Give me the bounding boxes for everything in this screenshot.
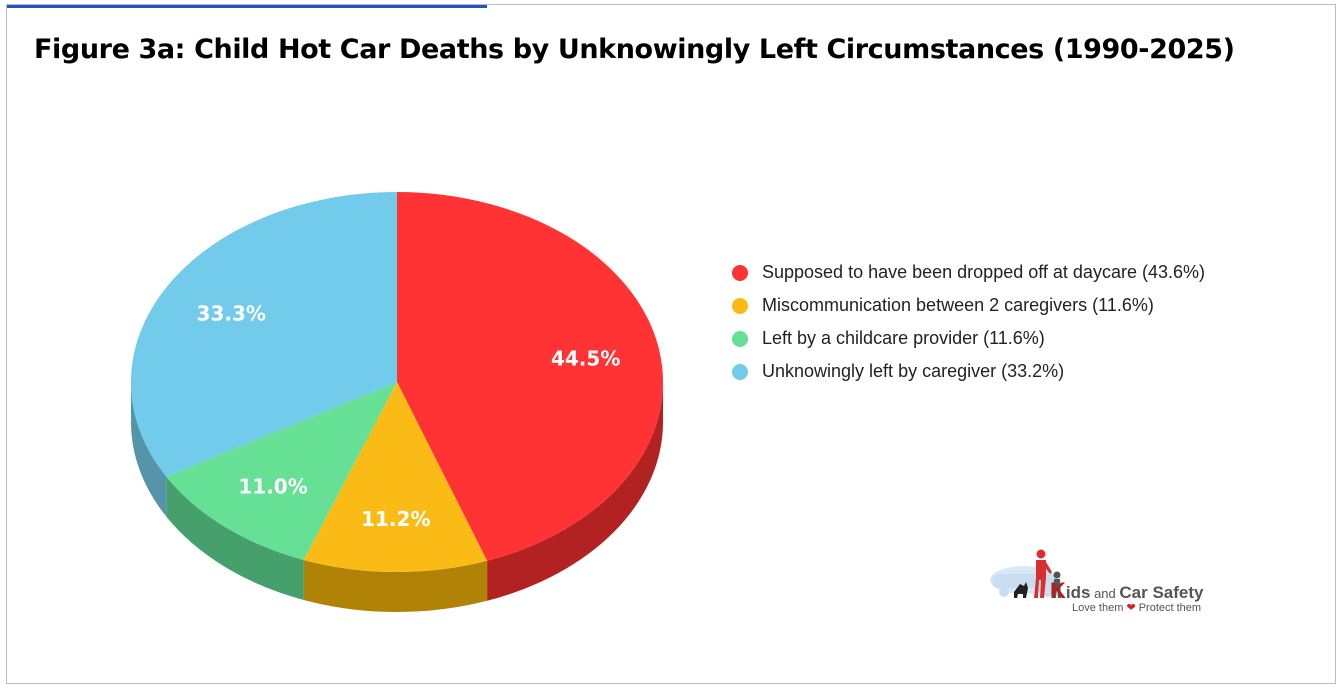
kids-and-car-safety-logo: Kids and Car Safety Love them ❤ Protect … bbox=[990, 548, 1230, 618]
pie-side-slice-1 bbox=[303, 559, 488, 612]
pie-slice-1 bbox=[303, 382, 488, 572]
logo-tagline: Love them ❤ Protect them bbox=[1072, 602, 1202, 614]
pie-data-labels: 44.5% 11.2% 11.0% 33.3% bbox=[197, 301, 621, 530]
pie-side-slice-0 bbox=[487, 382, 663, 601]
legend: Supposed to have been dropped off at day… bbox=[732, 262, 1252, 394]
pie-side-slice-3 bbox=[131, 382, 167, 517]
legend-item-miscommunication: Miscommunication between 2 caregivers (1… bbox=[732, 295, 1252, 316]
legend-swatch-miscommunication bbox=[732, 298, 748, 314]
legend-swatch-daycare bbox=[732, 265, 748, 281]
chart-title: Figure 3a: Child Hot Car Deaths by Unkno… bbox=[34, 34, 1235, 65]
pie-data-label-0: 44.5% bbox=[551, 346, 620, 370]
pie-slice-0 bbox=[397, 192, 663, 561]
pie-top-faces bbox=[130, 192, 663, 572]
pie-side-walls bbox=[131, 382, 663, 612]
logo-figures-icon bbox=[990, 549, 1061, 598]
legend-swatch-childcare-provider bbox=[732, 331, 748, 347]
legend-label-miscommunication: Miscommunication between 2 caregivers (1… bbox=[762, 295, 1154, 315]
legend-label-childcare-provider: Left by a childcare provider (11.6%) bbox=[762, 328, 1045, 348]
legend-item-childcare-provider: Left by a childcare provider (11.6%) bbox=[732, 328, 1252, 349]
legend-label-caregiver: Unknowingly left by caregiver (33.2%) bbox=[762, 361, 1065, 381]
top-accent-bar bbox=[7, 5, 487, 8]
pie-slice-2 bbox=[166, 382, 397, 560]
pie-data-label-1: 11.2% bbox=[361, 507, 430, 531]
legend-label-daycare: Supposed to have been dropped off at day… bbox=[762, 262, 1205, 282]
legend-item-daycare: Supposed to have been dropped off at day… bbox=[732, 262, 1252, 283]
pie-data-label-3: 33.3% bbox=[197, 301, 266, 325]
legend-swatch-caregiver bbox=[732, 364, 748, 380]
pie-data-label-2: 11.0% bbox=[238, 474, 307, 498]
heart-icon: ❤ bbox=[1126, 602, 1136, 614]
pie-side-slice-2 bbox=[166, 476, 304, 600]
pie-slice-3 bbox=[130, 192, 397, 477]
legend-item-caregiver: Unknowingly left by caregiver (33.2%) bbox=[732, 361, 1252, 382]
logo-brand-name: Kids and Car Safety bbox=[1050, 578, 1204, 603]
